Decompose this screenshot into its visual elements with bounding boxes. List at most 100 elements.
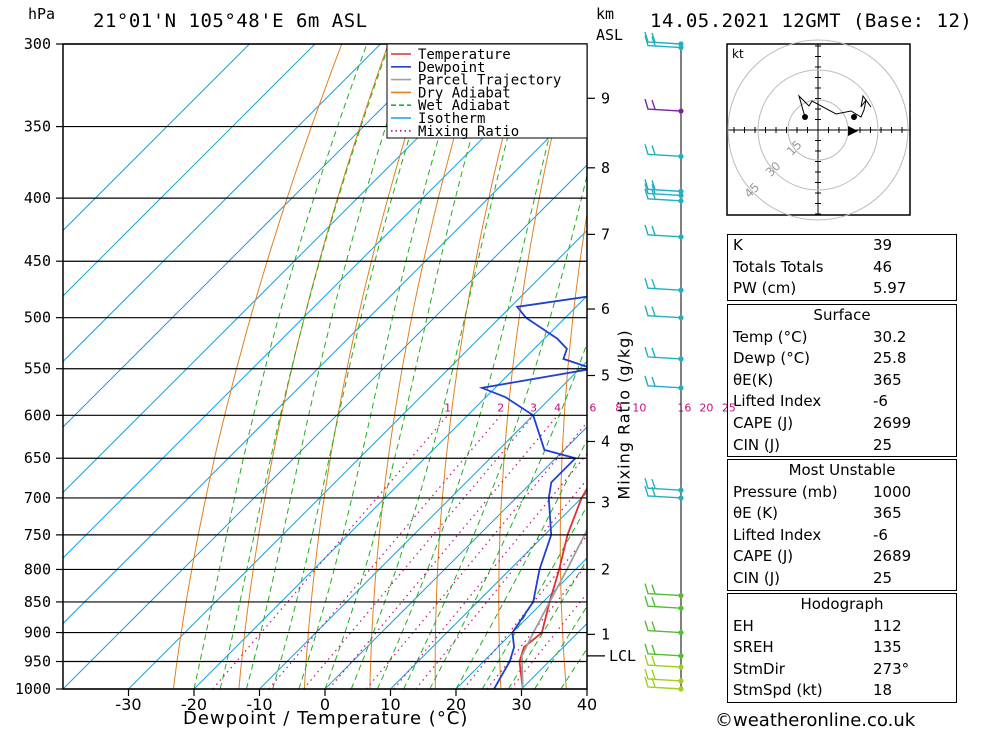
surface-title: Surface bbox=[813, 306, 871, 324]
isotherm-line bbox=[63, 44, 250, 232]
mixing-ratio-line bbox=[328, 414, 559, 689]
hodograph-trace bbox=[797, 94, 872, 118]
km-tick-label: 3 bbox=[601, 493, 610, 511]
header-datetime: 14.05.2021 12GMT (Base: 12) bbox=[650, 10, 973, 32]
surface-row: CIN (J) 25 bbox=[733, 435, 893, 454]
dry-adiabat-line bbox=[434, 44, 528, 689]
isotherm-line bbox=[63, 164, 587, 689]
dry-adiabat-line bbox=[369, 44, 482, 689]
mixing-ratio-label: 1 bbox=[444, 401, 451, 414]
index-row-pw: PW (cm) 5.97 bbox=[733, 279, 907, 298]
wind-barb bbox=[644, 188, 682, 202]
temp-tick-label: -20 bbox=[181, 695, 207, 714]
isotherm-line bbox=[63, 44, 447, 428]
isotherm-line bbox=[63, 44, 578, 559]
pressure-tick-label: 350 bbox=[24, 118, 51, 136]
surface-row: Temp (°C) 30.2 bbox=[733, 327, 907, 346]
header-hpa: hPa bbox=[28, 5, 56, 23]
wind-barb-flag bbox=[651, 584, 656, 594]
wind-barb bbox=[644, 668, 682, 682]
mu-row: Lifted Index -6 bbox=[733, 525, 888, 544]
mixing-ratio-label: 4 bbox=[554, 401, 561, 414]
dry-adiabat-line bbox=[238, 44, 389, 689]
mixing-ratio-line bbox=[268, 414, 502, 689]
pressure-tick-label: 1000 bbox=[15, 680, 51, 698]
km-tick-label: 9 bbox=[601, 89, 610, 107]
header-location: 21°01'N 105°48'E 6m ASL bbox=[93, 10, 368, 32]
wind-barb-flag bbox=[651, 669, 656, 680]
wind-barb bbox=[644, 179, 682, 193]
most-unstable-title: Most Unstable bbox=[788, 461, 896, 479]
header-km: km bbox=[596, 5, 615, 23]
isotherm-line bbox=[63, 44, 512, 494]
wind-barb-flag bbox=[651, 655, 656, 666]
index-row-k: K 39 bbox=[733, 236, 893, 254]
km-tick-label: 8 bbox=[601, 159, 610, 177]
mixing-ratio-label: 6 bbox=[589, 401, 596, 414]
wind-barb bbox=[644, 583, 682, 597]
hodograph-table: Hodograph EH 112 SREH 135 StmDir 273° StmSp… bbox=[727, 593, 957, 703]
wind-barb bbox=[644, 620, 682, 634]
temp-tick-label: 0 bbox=[320, 695, 330, 714]
wet-adiabat-line bbox=[245, 44, 414, 689]
wind-barb-flag bbox=[651, 184, 656, 194]
pressure-tick-label: 300 bbox=[24, 35, 51, 53]
wind-barb bbox=[644, 144, 682, 158]
wind-level-dot bbox=[678, 664, 684, 670]
dry-adiabat-line bbox=[172, 44, 343, 689]
hodo-row: SREH 135 bbox=[733, 638, 902, 657]
wind-barb bbox=[644, 643, 682, 657]
hodograph-ring bbox=[757, 69, 879, 191]
pressure-tick-label: 400 bbox=[24, 189, 51, 207]
pressure-tick-label: 850 bbox=[24, 593, 51, 611]
pressure-tick-label: 950 bbox=[24, 653, 51, 671]
mixing-ratio-axis-label: Mixing Ratio (g/kg) bbox=[614, 329, 634, 500]
temp-tick-label: 40 bbox=[577, 695, 597, 714]
km-tick-label: 7 bbox=[601, 225, 610, 243]
pressure-tick-label: 450 bbox=[24, 252, 51, 270]
storm-motion-arrow bbox=[848, 126, 858, 136]
wind-barb bbox=[644, 224, 682, 238]
wind-barb-flag bbox=[651, 677, 656, 688]
wind-barb bbox=[644, 346, 682, 360]
wind-level-dot bbox=[678, 629, 684, 636]
mixing-ratio-label: 16 bbox=[677, 401, 691, 414]
legend-label: Temperature bbox=[418, 47, 511, 63]
isotherm-line bbox=[324, 426, 587, 689]
hodograph-point bbox=[851, 114, 857, 120]
wind-barb-flag bbox=[651, 621, 656, 631]
isotherm-line bbox=[259, 360, 587, 689]
wind-level-dot bbox=[678, 592, 684, 599]
wind-barb bbox=[644, 654, 682, 668]
hodograph-title: Hodograph bbox=[800, 595, 884, 613]
hodograph-ring bbox=[727, 39, 909, 221]
wind-barb-flag bbox=[651, 306, 656, 316]
hodograph-point bbox=[802, 114, 808, 120]
wind-barb bbox=[644, 277, 682, 291]
wet-adiabat-line bbox=[272, 44, 440, 689]
temp-tick-label: 30 bbox=[511, 695, 531, 714]
legend-label: Isotherm bbox=[418, 111, 485, 127]
dry-adiabat-line bbox=[991, 44, 1000, 689]
wind-level-dot bbox=[678, 44, 684, 51]
surface-row: CAPE (J) 2699 bbox=[733, 413, 912, 432]
mixing-ratio-label: 2 bbox=[497, 401, 504, 414]
legend-box bbox=[386, 43, 588, 139]
surface-table: Surface Temp (°C) 30.2 Dewp (°C) 25.8 θE(K… bbox=[727, 304, 957, 458]
footer-copyright[interactable]: ©weatheronline.co.uk bbox=[715, 710, 916, 731]
wind-barb-flag bbox=[651, 278, 656, 289]
wind-barb bbox=[644, 305, 682, 319]
hodo-row: StmDir 273° bbox=[733, 659, 910, 678]
mu-row: θE (K) 365 bbox=[733, 504, 902, 523]
wind-barb-flag bbox=[651, 225, 656, 236]
wet-adiabat-line bbox=[429, 342, 587, 689]
mixing-ratio-line bbox=[365, 421, 587, 689]
km-tick-label: 5 bbox=[601, 366, 610, 384]
surface-row: θE(K) 365 bbox=[733, 370, 902, 389]
wind-barb-flag bbox=[651, 32, 656, 43]
pressure-tick-label: 500 bbox=[24, 309, 51, 327]
legend-label: Dewpoint bbox=[418, 60, 485, 76]
wind-barb bbox=[644, 183, 682, 197]
wet-adiabat-line bbox=[193, 44, 368, 689]
